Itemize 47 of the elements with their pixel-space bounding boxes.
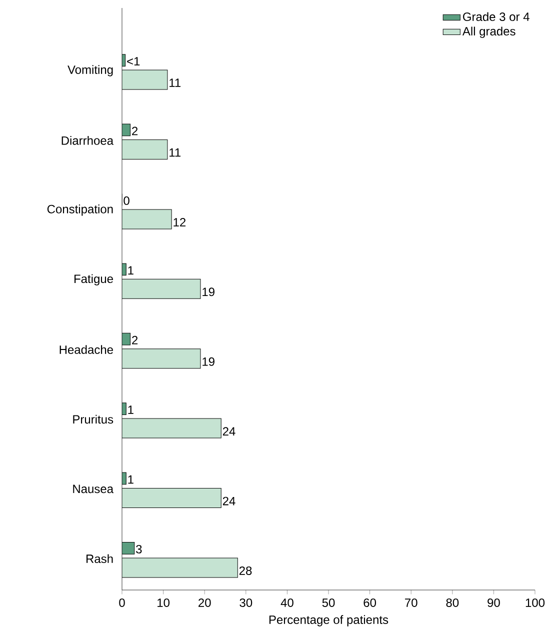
x-tick-label: 80	[446, 598, 459, 607]
y-tick-label: Pruritus	[73, 414, 114, 424]
data-label: 1	[128, 406, 134, 414]
data-label: 2	[132, 126, 138, 136]
bar	[122, 139, 168, 160]
data-label: 3	[136, 544, 142, 554]
bar	[122, 418, 222, 438]
data-label: 12	[174, 218, 186, 226]
data-label: 19	[202, 357, 214, 366]
data-label: 1	[128, 475, 134, 484]
y-tick-label: Diarrhoea	[62, 136, 114, 145]
y-tick-label: Nausea	[73, 484, 114, 494]
x-tick-label: 70	[405, 598, 418, 607]
x-tick-label: 20	[198, 598, 211, 607]
data-label: 28	[239, 566, 252, 575]
x-tick-label: 50	[322, 598, 335, 607]
data-label: <1	[127, 57, 140, 66]
bar	[122, 348, 201, 369]
y-tick-label: Constipation	[47, 204, 113, 216]
x-tick-label: 40	[280, 598, 294, 607]
bar	[122, 488, 222, 508]
bar	[122, 70, 168, 90]
data-label: 0	[124, 196, 130, 205]
x-axis-title: Percentage of patients	[269, 615, 388, 626]
y-tick-label: Fatigue	[74, 274, 113, 286]
legend-label: All grades	[462, 26, 516, 38]
bar	[122, 542, 135, 554]
x-tick-label: 60	[364, 598, 376, 607]
data-label: 24	[222, 427, 236, 436]
data-label: 19	[202, 288, 214, 296]
bar	[122, 558, 238, 578]
x-tick-label: 90	[488, 598, 500, 607]
x-tick-label: 0	[119, 598, 125, 607]
legend-label: Grade 3 or 4	[463, 12, 530, 22]
data-label: 1	[128, 266, 134, 275]
data-label: 11	[170, 78, 180, 87]
y-tick-label: Rash	[86, 554, 113, 564]
bar	[122, 209, 172, 230]
x-tick-label: 10	[158, 598, 170, 607]
data-label: 11	[170, 148, 180, 157]
bar	[122, 278, 201, 299]
x-tick-label: 30	[240, 598, 252, 607]
y-tick-label: Vomiting	[68, 65, 113, 76]
data-label: 24	[222, 496, 236, 506]
y-tick-label: Headache	[60, 345, 113, 354]
data-label: 2	[132, 336, 138, 344]
x-tick-label: 100	[526, 598, 545, 607]
